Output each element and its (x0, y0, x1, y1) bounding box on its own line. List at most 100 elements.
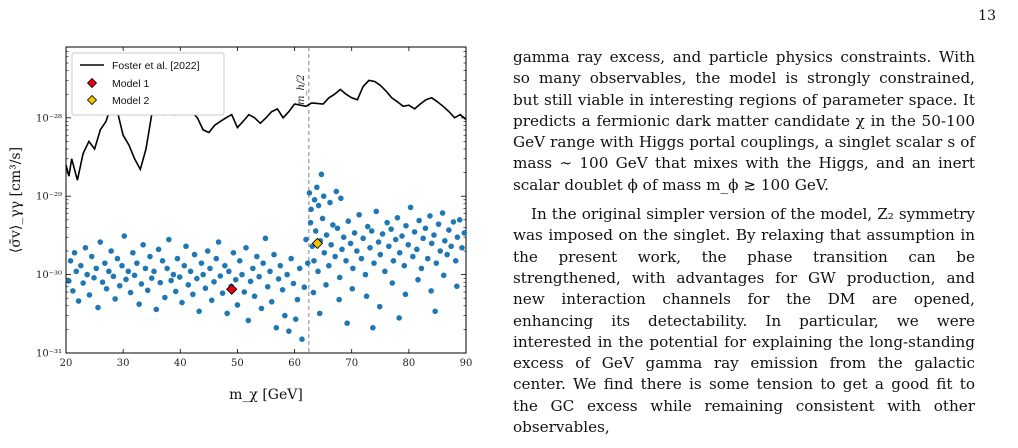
scatter-point (439, 210, 446, 216)
x-tick-label: 90 (460, 358, 473, 369)
scatter-point (130, 249, 136, 256)
scatter-point (345, 218, 352, 224)
scatter-point (446, 227, 452, 233)
scatter-point (136, 301, 142, 307)
scatter-point (258, 305, 265, 312)
scatter-point (168, 277, 174, 284)
scatter-point (323, 232, 330, 238)
scatter-point (354, 248, 360, 254)
scatter-point (415, 276, 421, 283)
scatter-point (75, 298, 82, 304)
y-tick-label: 10⁻²⁹ (36, 192, 62, 203)
scatter-point (356, 211, 362, 218)
x-axis-label: m_χ [GeV] (229, 387, 303, 403)
scatter-point (407, 204, 414, 211)
scatter-point (66, 278, 72, 284)
line-layer (65, 79, 467, 181)
scatter-point (176, 274, 183, 280)
scatter-point (71, 249, 78, 256)
scatter-point (219, 290, 226, 296)
scatter-point (116, 282, 123, 289)
scatter-point (450, 219, 457, 225)
scatter-point (428, 240, 435, 247)
scatter-point (78, 262, 84, 269)
scatter-point (211, 278, 217, 285)
scatter-point (179, 299, 185, 306)
scatter-point (350, 265, 356, 272)
scatter-point (208, 297, 215, 304)
scatter-point (338, 195, 344, 202)
scatter-point (190, 291, 196, 298)
scatter-point (95, 304, 101, 311)
scatter-point (339, 246, 345, 253)
body-text: gamma ray excess, and particle physics c… (513, 47, 975, 438)
scatter-point (144, 287, 151, 294)
scatter-point (174, 255, 181, 262)
scatter-point (102, 260, 108, 266)
scatter-point (316, 310, 323, 317)
scatter-point (310, 289, 317, 296)
scatter-point (376, 303, 383, 310)
scatter-point (373, 208, 380, 215)
x-tick-label: 80 (402, 358, 415, 369)
scatter-point (181, 262, 188, 269)
scatter-point (264, 283, 271, 290)
scatter-point (260, 260, 266, 266)
y-tick-label: 10⁻²⁸ (36, 113, 62, 124)
scatter-point (172, 288, 179, 295)
scatter-point (456, 217, 463, 223)
scatter-point (399, 233, 405, 239)
scatter-point (459, 244, 465, 251)
scatter-point (379, 231, 386, 237)
scatter-point (103, 285, 110, 292)
scatter-point (226, 268, 232, 275)
scatter-point (153, 306, 160, 313)
scatter-point (162, 294, 168, 301)
scatter-point (377, 251, 384, 258)
scatter-point (277, 262, 284, 269)
scatter-point (327, 199, 333, 206)
scatter-point (299, 336, 305, 342)
scatter-point (84, 271, 90, 278)
scatter-point (224, 310, 230, 317)
figure-scatter-plot: m_h/2 20 30 40 50 60 70 80 90 10⁻³¹ 10⁻³⁰ 10⁻²⁹ 10⁻… (8, 46, 473, 403)
scatter-point (394, 215, 401, 221)
scatter-point (138, 281, 145, 287)
scatter-point (196, 308, 202, 315)
scatter-point (344, 320, 350, 326)
x-tick-label: 60 (288, 358, 301, 369)
scatter-point (336, 274, 343, 281)
x-tick-label: 30 (117, 358, 130, 369)
scatter-point (332, 253, 338, 260)
scatter-point (396, 315, 402, 321)
scatter-point (155, 246, 162, 253)
scatter-point (386, 243, 392, 250)
scatter-point (437, 248, 444, 254)
scatter-point (433, 260, 440, 266)
scatter-point (411, 229, 418, 235)
scatter-point (202, 285, 209, 292)
scatter-point (151, 268, 157, 275)
scatter-point (207, 265, 213, 272)
scatter-point (323, 282, 329, 288)
scatter-point (427, 213, 433, 219)
scatter-point (73, 268, 80, 275)
model-marker-1 (226, 283, 238, 295)
scatter-point (343, 257, 349, 264)
legend-label-model-2: Model 2 (112, 95, 150, 107)
scatter-point (405, 241, 412, 248)
scatter-point (368, 228, 375, 234)
scatter-point (108, 248, 114, 254)
scatter-point (303, 236, 309, 243)
legend-marker-model-2 (86, 94, 98, 106)
scatter-point (432, 308, 438, 315)
scatter-point (326, 262, 332, 269)
scatter-point (384, 219, 390, 226)
scatter-point (396, 249, 403, 256)
scatter-point (311, 257, 317, 264)
scatter-point (308, 206, 314, 213)
scatter-point (232, 276, 239, 283)
x-tick-label: 40 (174, 358, 187, 369)
paragraph-1: gamma ray excess, and particle physics c… (513, 48, 975, 194)
scatter-point (250, 265, 256, 272)
